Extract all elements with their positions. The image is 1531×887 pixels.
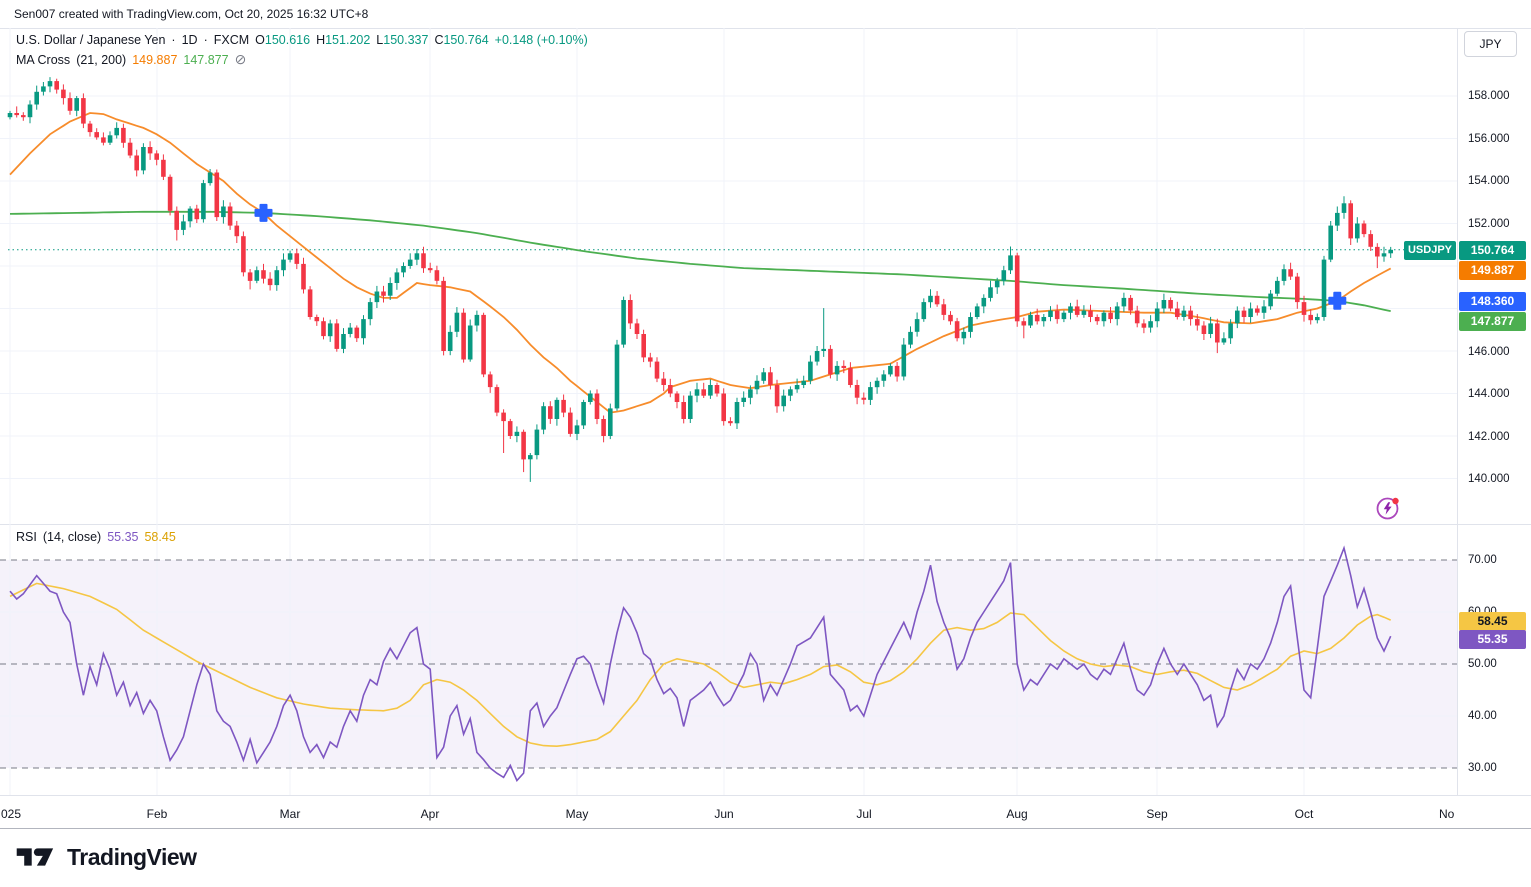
- tradingview-logo-icon: [16, 848, 54, 866]
- ohlc-open: O 150.616: [255, 33, 310, 47]
- tradingview-logo-text: TradingView: [67, 843, 197, 870]
- lightning-bolt-glyph: [1383, 502, 1392, 515]
- price-axis-label: 144.000: [1468, 388, 1510, 400]
- rsi-value-badge: 55.35: [1459, 630, 1526, 649]
- time-axis-label: Oct: [1294, 807, 1314, 821]
- legend-separator: ·: [203, 33, 208, 47]
- price-axis-border: [1457, 28, 1458, 795]
- rsi-name[interactable]: RSI: [16, 530, 37, 544]
- rsi-legend: RSI (14, close) 55.35 58.45: [16, 530, 176, 544]
- time-axis-label: Jul: [856, 807, 872, 821]
- high-prefix: H: [316, 33, 326, 47]
- change-value: +0.148 (+0.10%): [494, 33, 588, 47]
- ohlc-low: L 150.337: [376, 33, 428, 47]
- instant-trading-icon[interactable]: [1374, 494, 1402, 522]
- price-axis-label: 154.000: [1468, 175, 1510, 187]
- chart-bottom-border: [0, 828, 1531, 829]
- price-axis-label: 156.000: [1468, 133, 1510, 145]
- price-axis-label: 142.000: [1468, 431, 1510, 443]
- close-value: 150.764: [443, 33, 489, 47]
- ma21-price-badge: 149.887: [1459, 261, 1526, 280]
- high-value: 151.202: [325, 33, 371, 47]
- rsi-axis-label: 30.00: [1468, 762, 1497, 774]
- attribution-text: Sen007 created with TradingView.com, Oct…: [14, 7, 369, 21]
- ma-fast-value: 149.887: [132, 52, 178, 67]
- pane-divider[interactable]: [0, 524, 1531, 525]
- rsi-ma-value: 58.45: [144, 530, 176, 544]
- rsi-axis-label: 50.00: [1468, 658, 1497, 670]
- price-axis-label: 146.000: [1468, 346, 1510, 358]
- symbol-legend: U.S. Dollar / Japanese Yen · 1D · FXCM O…: [16, 33, 588, 47]
- time-axis-label: Feb: [146, 807, 168, 821]
- ohlc-close: C 150.764: [434, 33, 488, 47]
- open-prefix: O: [255, 33, 265, 47]
- indicator-hide-icon[interactable]: ⊘: [234, 51, 247, 67]
- time-axis-label: Aug: [1006, 807, 1028, 821]
- time-axis-divider: [0, 795, 1531, 796]
- price-axis-label: 152.000: [1468, 218, 1510, 230]
- ma200-price-badge: 147.877: [1459, 312, 1526, 331]
- legend-separator: ·: [171, 33, 176, 47]
- price-axis-label: 158.000: [1468, 90, 1510, 102]
- low-prefix: L: [376, 33, 384, 47]
- exchange-label[interactable]: FXCM: [213, 33, 250, 47]
- rsi-axis-label: 40.00: [1468, 710, 1497, 722]
- currency-toggle-button[interactable]: JPY: [1464, 31, 1517, 57]
- time-axis-label: Sep: [1146, 807, 1168, 821]
- rsi-value: 55.35: [107, 530, 139, 544]
- rsi-params: (14, close): [42, 530, 102, 544]
- ma-cross-params: (21, 200): [76, 52, 127, 67]
- tradingview-logo[interactable]: TradingView: [13, 842, 197, 872]
- symbol-name-badge: USDJPY: [1404, 241, 1456, 260]
- time-axis-label: Jun: [714, 807, 734, 821]
- interval-label[interactable]: 1D: [181, 33, 198, 47]
- open-value: 150.616: [264, 33, 311, 47]
- ma-cross-name[interactable]: MA Cross: [16, 52, 71, 67]
- time-axis-label: No: [1439, 807, 1455, 821]
- time-axis-label: Apr: [420, 807, 440, 821]
- ma-slow-value: 147.877: [183, 52, 229, 67]
- rsi-ma-badge: 58.45: [1459, 612, 1526, 631]
- low-value: 150.337: [383, 33, 429, 47]
- close-prefix: C: [434, 33, 444, 47]
- chart-canvas[interactable]: [0, 28, 1457, 800]
- notification-dot: [1392, 497, 1399, 505]
- rsi-axis-label: 70.00: [1468, 554, 1497, 566]
- header-divider: [0, 28, 1531, 29]
- ohlc-high: H 151.202: [316, 33, 370, 47]
- price-axis-label: 140.000: [1468, 473, 1510, 485]
- symbol-title[interactable]: U.S. Dollar / Japanese Yen: [16, 33, 166, 47]
- time-axis-label-year: 025: [1, 807, 22, 821]
- time-axis-label: May: [565, 807, 589, 821]
- last-price-badge: 150.764: [1459, 241, 1526, 260]
- ma-cross-price-badge: 148.360: [1459, 292, 1526, 311]
- time-axis-label: Mar: [279, 807, 301, 821]
- ma-cross-legend: MA Cross (21, 200) 149.887 147.877 ⊘: [16, 51, 246, 68]
